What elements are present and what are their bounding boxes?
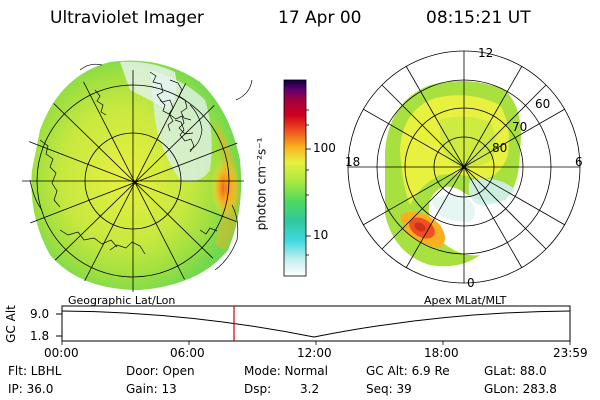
- gc-alt-info: GC Alt: 6.9 Re: [366, 364, 450, 378]
- altitude-ytick-high: 9.0: [30, 307, 50, 321]
- altitude-ylabel: GC Alt: [3, 305, 18, 343]
- filter-info: Flt: LBHL: [8, 364, 62, 378]
- door-info: Door: Open: [126, 364, 195, 378]
- polar-plot: [347, 50, 581, 284]
- dsp-value: 3.2: [300, 382, 320, 396]
- altitude-plot: [56, 305, 571, 345]
- seq-info: Seq: 39: [366, 382, 412, 396]
- colorbar-tick-10: 10: [313, 228, 329, 242]
- xtick-1200: 12:00: [297, 346, 332, 360]
- mlt-label-12: 12: [478, 46, 494, 60]
- mlt-label-18: 18: [345, 155, 361, 169]
- xtick-0600: 06:00: [170, 346, 205, 360]
- dsp-label: Dsp:: [244, 382, 272, 396]
- glon-info: GLon: 283.8: [484, 382, 557, 396]
- gain-info: Gain: 13: [126, 382, 177, 396]
- ip-info: IP: 36.0: [8, 382, 54, 396]
- colorbar-unit: photon cm⁻²s⁻¹: [254, 137, 269, 231]
- xtick-0000: 00:00: [44, 346, 79, 360]
- lat-label-80: 80: [492, 141, 508, 155]
- instrument-title: Ultraviolet Imager: [50, 8, 204, 28]
- lat-label-70: 70: [512, 120, 528, 134]
- colorbar-tick-100: 100: [313, 141, 336, 155]
- glat-info: GLat: 88.0: [484, 364, 547, 378]
- xtick-1800: 18:00: [424, 346, 459, 360]
- apex-label: Apex MLat/MLT: [424, 294, 507, 307]
- altitude-ytick-low: 1.8: [30, 329, 50, 343]
- lat-label-60: 60: [535, 97, 551, 111]
- geographic-map: [22, 60, 253, 292]
- geographic-label: Geographic Lat/Lon: [68, 294, 176, 307]
- date-label: 17 Apr 00: [278, 8, 362, 28]
- time-label: 08:15:21 UT: [426, 8, 531, 28]
- xtick-2359: 23:59: [553, 346, 588, 360]
- mode-info: Mode: Normal: [244, 364, 328, 378]
- mlt-label-6: 6: [575, 155, 583, 169]
- colorbar: [283, 79, 307, 277]
- mlt-label-0: 0: [467, 276, 475, 290]
